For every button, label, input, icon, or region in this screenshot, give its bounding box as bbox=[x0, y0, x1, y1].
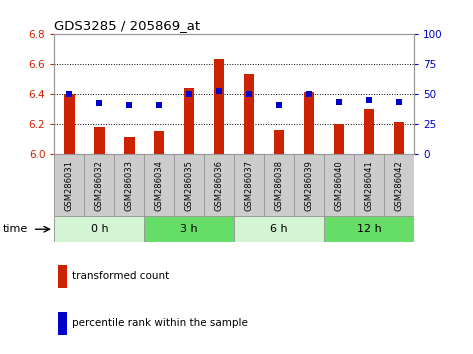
Point bbox=[275, 102, 283, 108]
Bar bbox=[184, 88, 194, 154]
Bar bbox=[244, 74, 254, 154]
Text: GSM286035: GSM286035 bbox=[184, 160, 194, 211]
Text: GSM286038: GSM286038 bbox=[274, 160, 284, 211]
Bar bbox=[304, 92, 314, 154]
Text: GSM286041: GSM286041 bbox=[364, 160, 374, 211]
Point bbox=[305, 91, 313, 97]
Text: time: time bbox=[2, 224, 27, 234]
Bar bbox=[54, 216, 144, 242]
Bar bbox=[234, 216, 324, 242]
Bar bbox=[174, 154, 204, 216]
Point bbox=[96, 101, 103, 106]
Bar bbox=[354, 154, 384, 216]
Bar bbox=[124, 137, 134, 154]
Text: transformed count: transformed count bbox=[72, 271, 170, 281]
Text: GSM286036: GSM286036 bbox=[215, 160, 224, 211]
Bar bbox=[274, 130, 284, 154]
Point bbox=[395, 99, 403, 105]
Bar bbox=[64, 94, 75, 154]
Point bbox=[335, 99, 343, 105]
Bar bbox=[214, 59, 224, 154]
Bar bbox=[324, 154, 354, 216]
Point bbox=[215, 88, 223, 94]
Text: GSM286032: GSM286032 bbox=[95, 160, 104, 211]
Text: GDS3285 / 205869_at: GDS3285 / 205869_at bbox=[54, 19, 201, 32]
Bar bbox=[204, 154, 234, 216]
Text: GSM286040: GSM286040 bbox=[334, 160, 343, 211]
Point bbox=[66, 91, 73, 97]
Point bbox=[156, 102, 163, 108]
Point bbox=[125, 102, 133, 108]
Text: percentile rank within the sample: percentile rank within the sample bbox=[72, 318, 248, 328]
Bar bbox=[144, 154, 174, 216]
Bar bbox=[114, 154, 144, 216]
Bar bbox=[394, 122, 404, 154]
Text: 0 h: 0 h bbox=[90, 224, 108, 234]
Bar bbox=[294, 154, 324, 216]
Text: GSM286034: GSM286034 bbox=[155, 160, 164, 211]
Bar bbox=[234, 154, 264, 216]
Bar bbox=[264, 154, 294, 216]
Bar bbox=[324, 216, 414, 242]
Text: GSM286042: GSM286042 bbox=[394, 160, 403, 211]
Text: GSM286031: GSM286031 bbox=[65, 160, 74, 211]
Bar bbox=[154, 131, 165, 154]
Text: 3 h: 3 h bbox=[180, 224, 198, 234]
Bar bbox=[334, 124, 344, 154]
Bar bbox=[54, 154, 84, 216]
Bar bbox=[94, 127, 105, 154]
Bar bbox=[384, 154, 414, 216]
Text: GSM286037: GSM286037 bbox=[245, 160, 254, 211]
Bar bbox=[84, 154, 114, 216]
Text: GSM286039: GSM286039 bbox=[305, 160, 314, 211]
Bar bbox=[364, 109, 374, 154]
Bar bbox=[58, 312, 67, 335]
Text: 12 h: 12 h bbox=[357, 224, 381, 234]
Point bbox=[185, 91, 193, 97]
Text: 6 h: 6 h bbox=[270, 224, 288, 234]
Text: GSM286033: GSM286033 bbox=[125, 160, 134, 211]
Point bbox=[245, 91, 253, 97]
Bar bbox=[58, 265, 67, 288]
Point bbox=[365, 97, 373, 103]
Bar bbox=[144, 216, 234, 242]
